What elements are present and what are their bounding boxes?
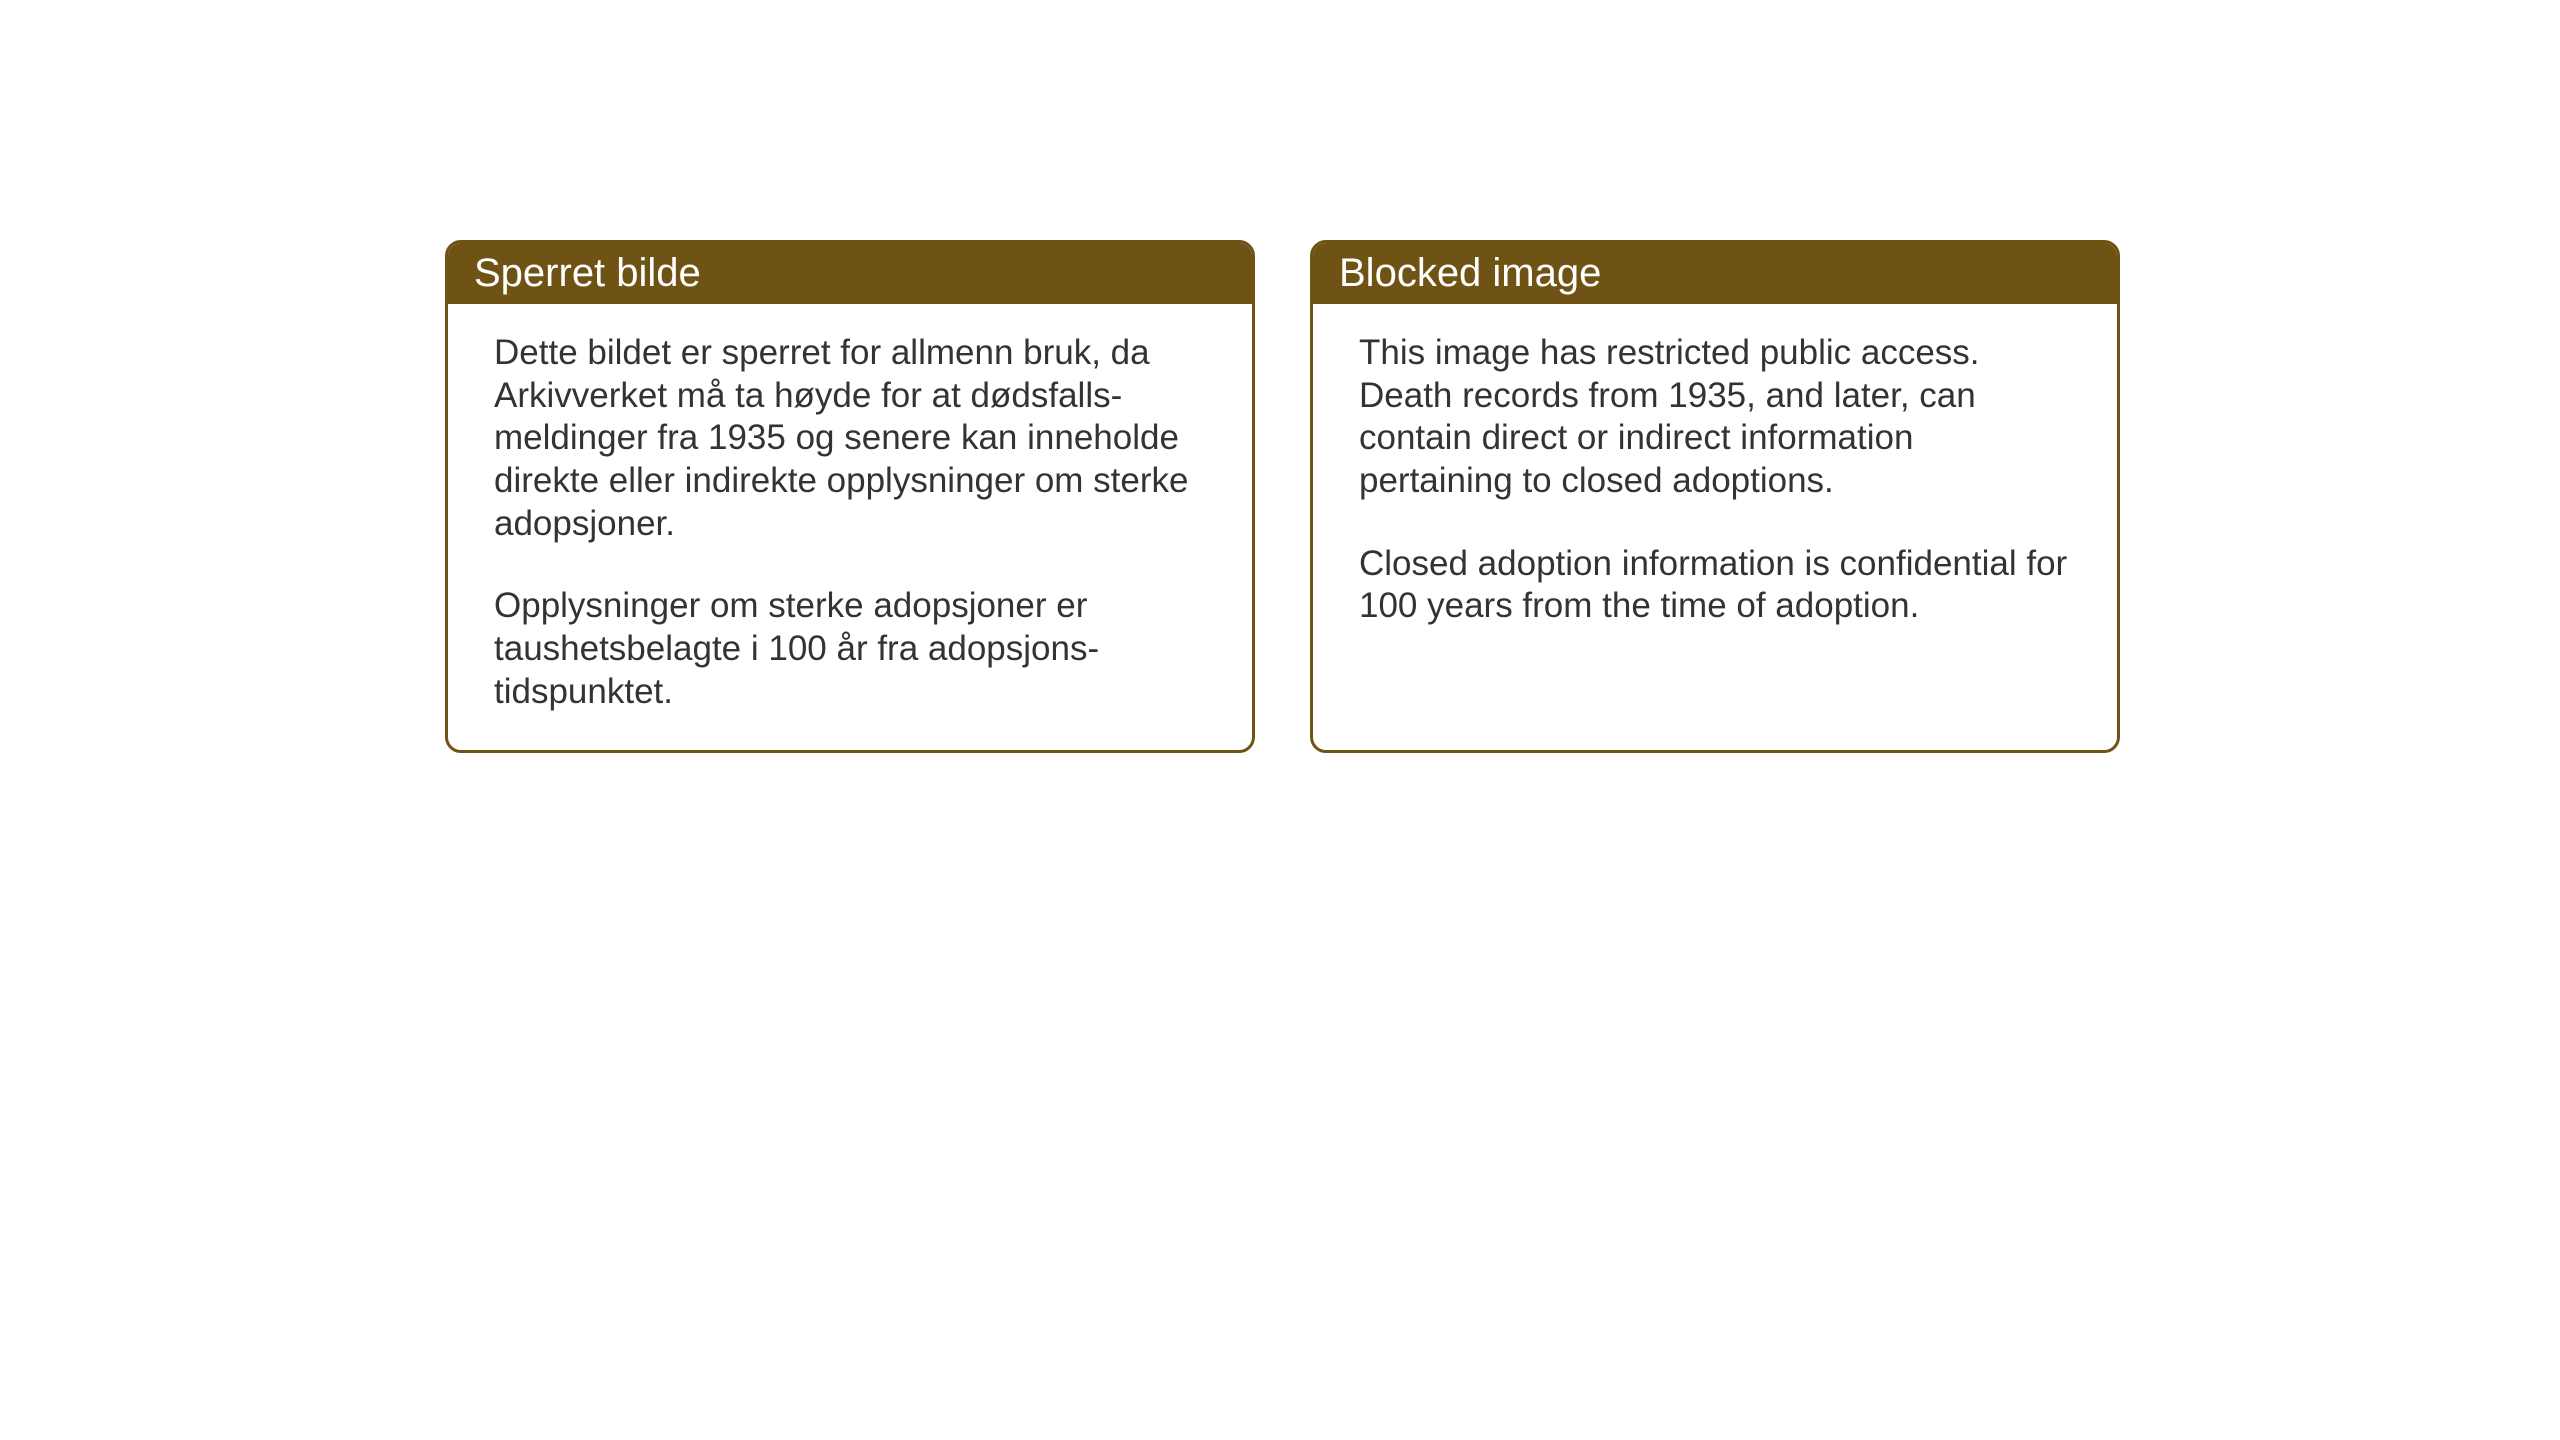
english-paragraph-2: Closed adoption information is confident… — [1359, 543, 2071, 628]
english-card-body: This image has restricted public access.… — [1313, 304, 2117, 664]
english-card-header: Blocked image — [1313, 243, 2117, 304]
english-notice-card: Blocked image This image has restricted … — [1310, 240, 2120, 753]
norwegian-card-header: Sperret bilde — [448, 243, 1252, 304]
norwegian-card-body: Dette bildet er sperret for allmenn bruk… — [448, 304, 1252, 750]
notice-container: Sperret bilde Dette bildet er sperret fo… — [445, 240, 2120, 753]
english-paragraph-1: This image has restricted public access.… — [1359, 332, 2071, 503]
norwegian-paragraph-1: Dette bildet er sperret for allmenn bruk… — [494, 332, 1206, 545]
norwegian-notice-card: Sperret bilde Dette bildet er sperret fo… — [445, 240, 1255, 753]
english-card-title: Blocked image — [1339, 251, 1601, 295]
norwegian-card-title: Sperret bilde — [474, 251, 701, 295]
norwegian-paragraph-2: Opplysninger om sterke adopsjoner er tau… — [494, 585, 1206, 713]
